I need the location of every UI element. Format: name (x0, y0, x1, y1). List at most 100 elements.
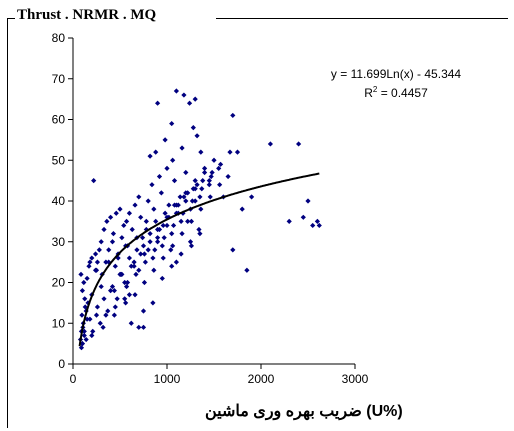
data-point (81, 328, 87, 334)
data-point (170, 157, 176, 163)
r-squared-prefix: R (364, 86, 373, 100)
data-point (143, 218, 149, 224)
data-point (183, 198, 189, 204)
data-point (164, 222, 170, 229)
data-point (171, 202, 178, 208)
data-point (94, 304, 101, 310)
data-point (152, 247, 158, 253)
x-tick-label: 3000 (342, 372, 369, 386)
data-point (190, 186, 196, 192)
data-point (86, 263, 92, 269)
data-point (158, 190, 164, 196)
data-point (139, 235, 146, 241)
data-point (108, 288, 114, 294)
y-tick-label: 40 (52, 194, 66, 208)
data-point (132, 202, 138, 208)
data-point (202, 165, 208, 171)
data-point (197, 194, 203, 200)
chart-frame-top-border-right (216, 18, 508, 19)
data-point (98, 283, 104, 290)
data-point (103, 312, 109, 318)
data-point (197, 231, 203, 237)
y-tick-label: 10 (52, 316, 66, 330)
data-point (178, 251, 184, 257)
data-point (217, 182, 223, 188)
y-tick-label: 60 (52, 113, 66, 127)
data-point (100, 324, 106, 330)
data-point (150, 300, 156, 306)
data-point (109, 283, 116, 290)
data-point (145, 198, 151, 204)
chart-frame-top-border-left (7, 18, 15, 19)
data-point (114, 296, 120, 302)
x-axis-label: ضریب بهره وری ماشین (U%) (205, 403, 403, 420)
trendline-equation: y = 11.699Ln(x) - 45.344 (330, 67, 462, 81)
y-tick-label: 30 (52, 235, 66, 249)
data-point (267, 141, 273, 147)
data-point (149, 182, 155, 188)
data-point (122, 279, 128, 286)
data-point (147, 153, 153, 159)
y-tick-label: 70 (52, 72, 66, 86)
data-point (160, 255, 166, 261)
data-point (126, 210, 132, 216)
data-point (136, 324, 142, 330)
data-point (110, 231, 117, 237)
data-point (94, 259, 101, 265)
data-point (128, 263, 134, 269)
data-point (200, 178, 206, 184)
data-point (194, 182, 200, 188)
data-point (314, 218, 320, 224)
data-point (305, 198, 311, 204)
data-point (124, 279, 131, 286)
data-point (78, 271, 84, 277)
data-point (87, 259, 93, 265)
data-point (147, 231, 153, 237)
data-point (153, 149, 159, 155)
chart-frame-left-border (7, 18, 8, 428)
data-point (133, 271, 139, 277)
data-point (119, 235, 125, 241)
data-point (171, 178, 178, 184)
data-point (81, 279, 87, 286)
data-point (111, 312, 117, 318)
data-point (198, 206, 204, 212)
data-point (199, 186, 205, 192)
data-point (175, 202, 181, 208)
data-point (123, 283, 130, 290)
data-point (126, 255, 132, 261)
data-point (185, 190, 191, 196)
data-point (177, 194, 183, 200)
data-point (141, 279, 148, 286)
data-point (211, 157, 217, 163)
data-point (103, 259, 109, 265)
y-tick-label: 50 (52, 153, 66, 167)
data-point (128, 320, 134, 326)
data-point (82, 296, 88, 302)
data-point (192, 198, 198, 204)
r-squared-exponent: 2 (372, 85, 378, 94)
data-point (140, 308, 147, 314)
data-points (77, 88, 322, 351)
data-point (173, 88, 179, 94)
data-point (198, 149, 204, 155)
data-point (151, 206, 157, 212)
data-point (81, 332, 87, 339)
data-point (206, 178, 212, 184)
data-point (179, 231, 185, 237)
data-point (89, 255, 95, 261)
data-point (79, 288, 85, 294)
data-point (112, 304, 118, 310)
data-point (316, 222, 322, 229)
data-point (169, 263, 175, 269)
x-tick-label: 1000 (154, 372, 181, 386)
data-point (186, 100, 193, 106)
data-point (181, 92, 187, 98)
chart-title: Thrust . NRMR . MQ (17, 7, 157, 23)
data-point (123, 300, 129, 306)
data-point (89, 332, 95, 339)
data-point (141, 251, 148, 257)
data-point (169, 120, 175, 127)
data-point (106, 247, 112, 253)
data-point (170, 243, 176, 249)
